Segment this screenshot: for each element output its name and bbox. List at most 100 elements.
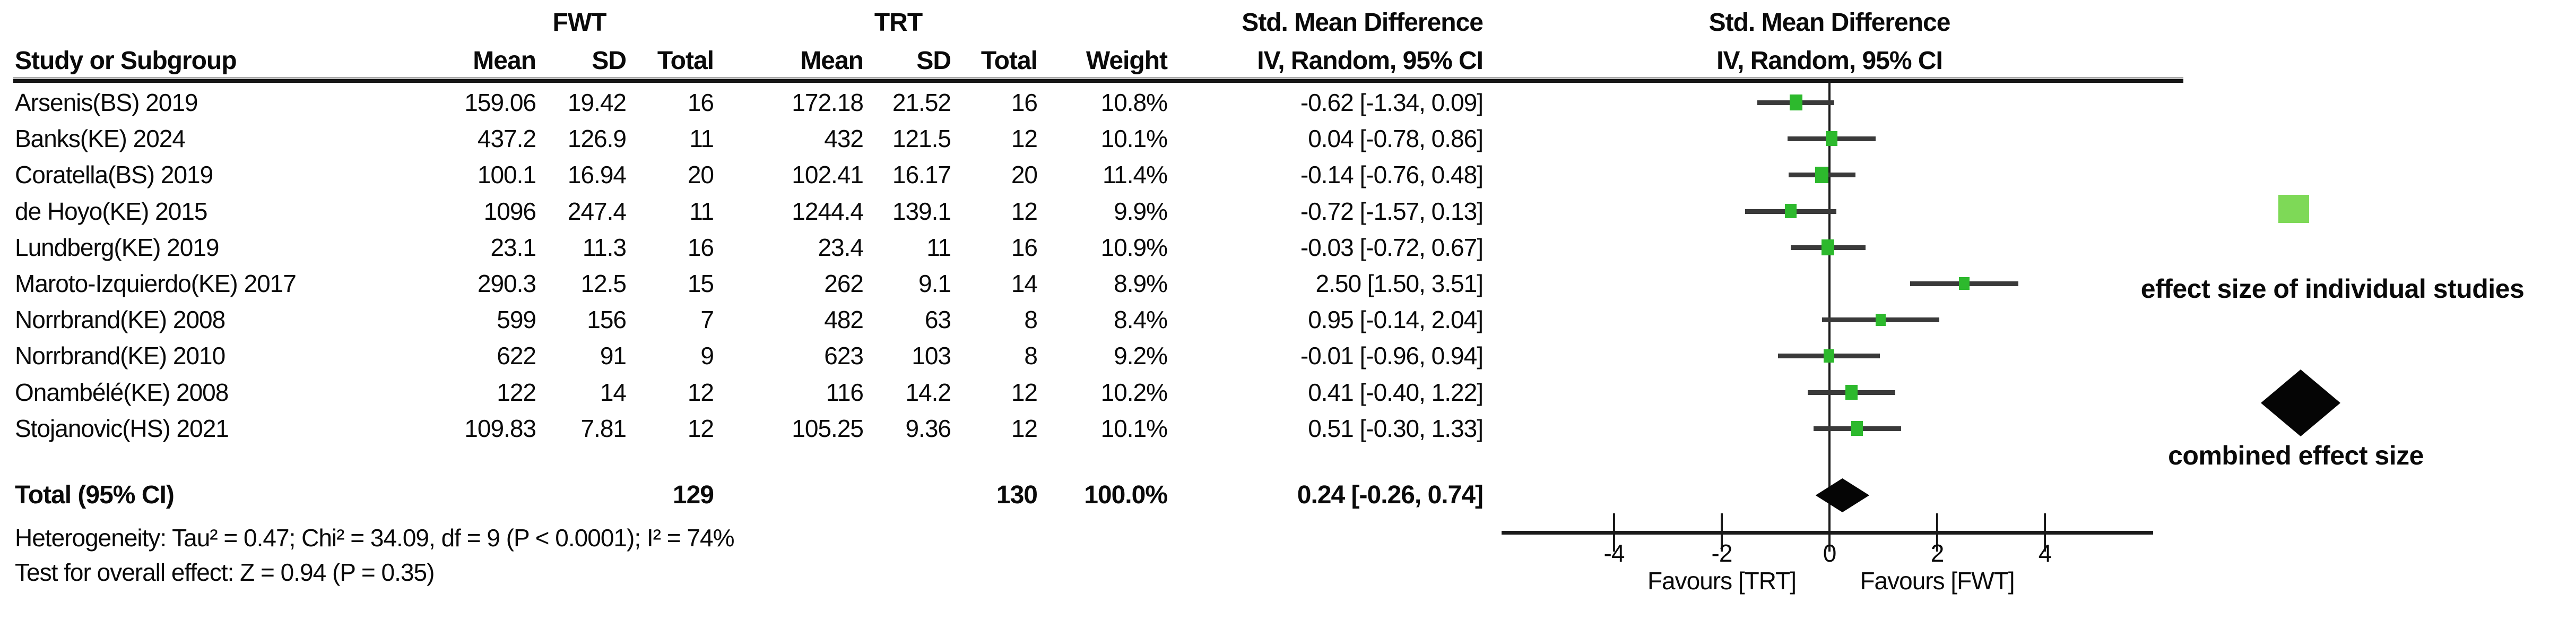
effect-size-marker: [1821, 239, 1834, 255]
overall-effect-test: Test for overall effect: Z = 0.94 (P = 0…: [15, 558, 435, 586]
fwt-sd-value: 16.94: [567, 161, 627, 189]
fwt-mean-value: 159.06: [464, 89, 536, 116]
effect-size-marker: [1815, 166, 1829, 184]
weight-value: 10.2%: [1100, 378, 1168, 406]
ci-text-value: 0.41 [-0.40, 1.22]: [1308, 378, 1484, 406]
fwt-sd-value: 91: [600, 342, 627, 370]
study-name: Banks(KE) 2024: [15, 125, 186, 153]
weight-value: 9.2%: [1114, 342, 1168, 370]
fwt-total-value: 12: [687, 378, 714, 406]
trt-mean-value: 105.25: [792, 414, 864, 442]
column-header-ci-plot: IV, Random, 95% CI: [1716, 47, 1943, 75]
column-header-fwt-sd: SD: [592, 47, 627, 75]
trt-sd-value: 139.1: [892, 197, 951, 225]
column-header-trt-total: Total: [981, 47, 1038, 75]
column-header-study: Study or Subgroup: [15, 47, 237, 75]
fwt-total-value: 12: [687, 414, 714, 442]
trt-sd-value: 21.52: [892, 89, 951, 116]
study-name: Arsenis(BS) 2019: [15, 89, 198, 116]
trt-total-value: 14: [1011, 270, 1038, 297]
total-ci-text: 0.24 [-0.26, 0.74]: [1297, 481, 1484, 509]
weight-value: 8.4%: [1114, 306, 1168, 334]
column-header-trt-sd: SD: [916, 47, 951, 75]
trt-sd-value: 14.2: [905, 378, 951, 406]
fwt-sd-value: 11.3: [582, 233, 627, 261]
weight-value: 11.4%: [1102, 161, 1168, 189]
axis-tick-label: 4: [2038, 539, 2052, 567]
trt-sd-value: 16.17: [892, 161, 951, 189]
total-weight: 100.0%: [1084, 481, 1168, 509]
effect-size-marker: [1825, 131, 1838, 147]
column-group-trt: TRT: [874, 8, 923, 37]
study-name: Maroto-Izquierdo(KE) 2017: [15, 270, 297, 297]
fwt-mean-value: 1096: [483, 197, 536, 225]
study-name: Norrbrand(KE) 2010: [15, 342, 225, 370]
favours-left-label: Favours [TRT]: [1647, 567, 1797, 595]
weight-value: 10.8%: [1100, 89, 1168, 116]
table-row: Coratella(BS) 2019 100.1 16.94 20 102.41…: [0, 160, 2576, 189]
weight-value: 10.1%: [1100, 125, 1168, 153]
ci-text-value: -0.14 [-0.76, 0.48]: [1300, 161, 1484, 189]
fwt-total-value: 16: [687, 89, 714, 116]
table-row: Banks(KE) 2024 437.2 126.9 11 432 121.5 …: [0, 124, 2576, 153]
trt-total-value: 12: [1011, 378, 1038, 406]
ci-text-value: -0.01 [-0.96, 0.94]: [1300, 342, 1484, 370]
weight-value: 10.9%: [1100, 233, 1168, 261]
trt-total-value: 12: [1011, 125, 1038, 153]
trt-mean-value: 623: [824, 342, 864, 370]
trt-total-value: 16: [1011, 89, 1038, 116]
fwt-mean-value: 599: [497, 306, 536, 334]
axis-tick: [1936, 513, 1938, 552]
table-row: Norrbrand(KE) 2008 599 156 7 482 63 8 8.…: [0, 305, 2576, 334]
fwt-mean-value: 23.1: [490, 233, 536, 261]
favours-right-label: Favours [FWT]: [1860, 567, 2015, 595]
trt-sd-value: 103: [912, 342, 951, 370]
effect-size-marker: [1790, 94, 1802, 110]
table-row: Stojanovic(HS) 2021 109.83 7.81 12 105.2…: [0, 414, 2576, 443]
ci-text-value: -0.03 [-0.72, 0.67]: [1300, 233, 1484, 261]
weight-value: 10.1%: [1100, 414, 1168, 442]
trt-total-value: 8: [1024, 306, 1038, 334]
effect-size-marker: [1823, 349, 1835, 363]
fwt-sd-value: 19.42: [567, 89, 627, 116]
axis-tick: [1721, 513, 1723, 552]
trt-sd-value: 11: [926, 233, 951, 261]
fwt-total-value: 9: [700, 342, 714, 370]
trt-mean-value: 1244.4: [792, 197, 864, 225]
fwt-total-value: 11: [689, 125, 714, 153]
fwt-sd-value: 247.4: [567, 197, 627, 225]
fwt-mean-value: 100.1: [477, 161, 536, 189]
total-fwt-n: 129: [672, 481, 714, 509]
axis-tick: [2044, 513, 2046, 552]
study-name: de Hoyo(KE) 2015: [15, 197, 207, 225]
zero-effect-line: [1828, 81, 1831, 532]
fwt-total-value: 11: [689, 197, 714, 225]
trt-mean-value: 262: [824, 270, 864, 297]
effect-size-marker: [1876, 313, 1886, 326]
effect-size-marker: [1851, 420, 1863, 436]
fwt-sd-value: 14: [600, 378, 627, 406]
pooled-effect-diamond: [1815, 478, 1870, 512]
heterogeneity-stats: Heterogeneity: Tau² = 0.47; Chi² = 34.09…: [15, 524, 734, 552]
trt-mean-value: 23.4: [818, 233, 864, 261]
weight-value: 9.9%: [1114, 197, 1168, 225]
axis-tick: [1828, 513, 1831, 552]
column-header-trt-mean: Mean: [800, 47, 864, 75]
fwt-sd-value: 12.5: [580, 270, 627, 297]
table-row: Maroto-Izquierdo(KE) 2017 290.3 12.5 15 …: [0, 269, 2576, 298]
trt-total-value: 8: [1024, 342, 1038, 370]
column-header-weight: Weight: [1086, 47, 1168, 75]
trt-sd-value: 121.5: [892, 125, 951, 153]
trt-mean-value: 102.41: [792, 161, 864, 189]
study-name: Norrbrand(KE) 2008: [15, 306, 225, 334]
smd-text-column-title: Std. Mean Difference: [1242, 8, 1484, 37]
table-row: Norrbrand(KE) 2010 622 91 9 623 103 8 9.…: [0, 341, 2576, 370]
ci-text-value: -0.72 [-1.57, 0.13]: [1300, 197, 1484, 225]
trt-total-value: 12: [1011, 197, 1038, 225]
fwt-total-value: 7: [700, 306, 714, 334]
table-row: de Hoyo(KE) 2015 1096 247.4 11 1244.4 13…: [0, 197, 2576, 226]
trt-sd-value: 9.36: [905, 414, 951, 442]
study-name: Onambélé(KE) 2008: [15, 378, 229, 406]
fwt-total-value: 20: [687, 161, 714, 189]
